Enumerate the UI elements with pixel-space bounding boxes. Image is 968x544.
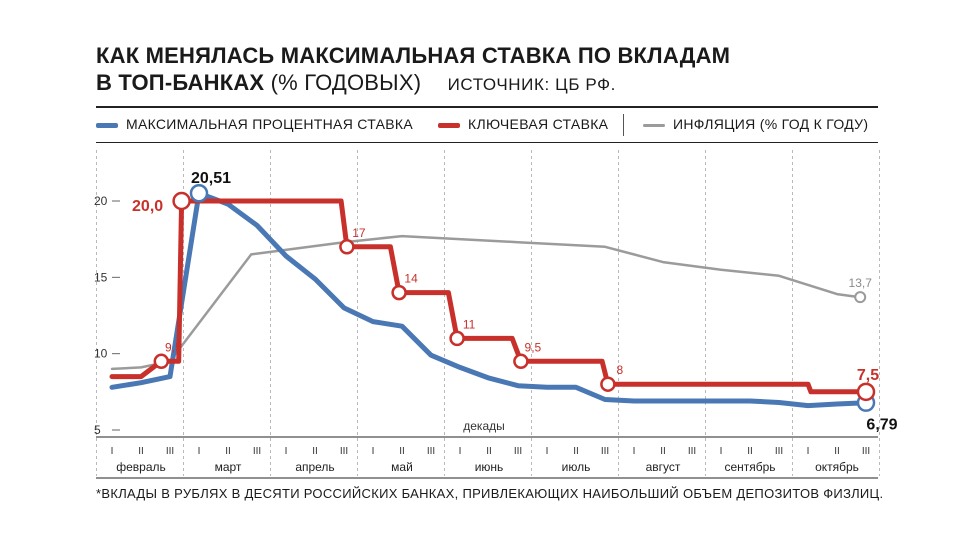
decade-label: I [285, 446, 288, 457]
y-tick-label: 20 [94, 194, 108, 208]
grid [96, 150, 880, 476]
month-label: сентябрь [724, 460, 775, 474]
month-label: июль [562, 460, 591, 474]
decade-label: I [459, 446, 462, 457]
key-rate-marker [172, 191, 191, 211]
decade-label: I [111, 446, 114, 457]
legend-rule [96, 142, 878, 143]
month-label: март [215, 460, 242, 474]
decade-label: I [720, 446, 723, 457]
decade-label: III [601, 446, 609, 457]
month-label: февраль [116, 460, 166, 474]
decade-label: III [166, 446, 174, 457]
decade-label: II [399, 446, 405, 457]
decade-label: I [198, 446, 201, 457]
top-rule [96, 106, 878, 108]
key-rate-marker-label: 11 [463, 317, 476, 331]
title-line-2-thin: (% ГОДОВЫХ) [270, 70, 422, 95]
key-rate-marker [600, 376, 616, 392]
month-label: апрель [295, 460, 334, 474]
decade-label: II [312, 446, 318, 457]
legend-label-inflation: ИНФЛЯЦИЯ (% ГОД К ГОДУ) [673, 116, 869, 132]
source-note: ИСТОЧНИК: ЦБ РФ. [447, 75, 617, 94]
deposit-rate-line [109, 190, 869, 409]
key-rate-marker [513, 353, 529, 370]
month-label: октябрь [815, 460, 859, 474]
legend-separator [623, 114, 624, 136]
series-lines [109, 190, 869, 409]
series-markers: 13,7 20,51 6,79 9,5 20,0 17 14 11 9,5 8 7,5 [132, 170, 898, 433]
month-label: август [646, 460, 681, 474]
chart-title: КАК МЕНЯЛАСЬ МАКСИМАЛЬНАЯ СТАВКА ПО ВКЛА… [96, 42, 730, 98]
legend-label-deposit-rate: МАКСИМАЛЬНАЯ ПРОЦЕНТНАЯ СТАВКА [126, 116, 413, 132]
key-rate-marker [856, 382, 876, 402]
y-tick-label: 10 [94, 347, 108, 361]
deposit-rate-marker-label: 20,51 [191, 170, 231, 187]
x-axis: I II III I II III I II III I II III I II III I II III I II I… [96, 436, 878, 479]
decade-label: II [225, 446, 231, 457]
key-rate-marker-label: 9,5 [525, 340, 542, 354]
key-rate-marker-label: 17 [352, 226, 366, 240]
footnote: *ВКЛАДЫ В РУБЛЯХ В ДЕСЯТИ РОССИЙСКИХ БАН… [96, 486, 884, 501]
decade-label: III [427, 446, 435, 457]
inflation-line [110, 234, 862, 371]
decade-label: II [834, 446, 840, 457]
legend-label-key-rate: КЛЮЧЕВАЯ СТАВКА [468, 116, 609, 132]
title-line-1: КАК МЕНЯЛАСЬ МАКСИМАЛЬНАЯ СТАВКА ПО ВКЛА… [96, 43, 731, 68]
x-axis-label: декады [463, 419, 505, 433]
key-rate-line [109, 198, 869, 395]
y-tick-label: 5 [94, 423, 101, 437]
inflation-marker-label: 13,7 [849, 276, 873, 290]
decade-label: II [747, 446, 753, 457]
decade-label: III [775, 446, 783, 457]
legend-swatch-inflation [643, 124, 665, 127]
key-rate-marker-label: 9,5 [165, 340, 182, 354]
y-tick-label: 15 [94, 270, 108, 284]
title-line-2: В ТОП-БАНКАХ (% ГОДОВЫХ) ИСТОЧНИК: ЦБ РФ… [96, 69, 730, 98]
key-rate-marker [449, 330, 465, 347]
key-rate-marker-label: 8 [617, 363, 624, 377]
legend-swatch-deposit-rate [96, 123, 118, 128]
decade-label: I [372, 446, 375, 457]
decade-label: III [514, 446, 522, 457]
key-rate-marker-label: 14 [404, 272, 418, 286]
legend: МАКСИМАЛЬНАЯ ПРОЦЕНТНАЯ СТАВКА КЛЮЧЕВАЯ … [96, 114, 880, 138]
deposit-rate-marker [189, 183, 209, 203]
key-rate-marker [339, 239, 355, 255]
decade-label: III [688, 446, 696, 457]
deposit-rate-marker-label: 6,79 [866, 417, 897, 434]
month-label: май [391, 460, 413, 474]
key-rate-marker [153, 353, 170, 370]
decade-label: III [340, 446, 348, 457]
key-rate-marker-label: 7,5 [857, 367, 879, 384]
decade-label: II [573, 446, 579, 457]
month-label: июнь [475, 460, 504, 474]
decade-label: II [138, 446, 144, 457]
decade-label: III [862, 446, 870, 457]
decade-label: II [660, 446, 666, 457]
decade-label: I [546, 446, 549, 457]
decade-label: II [486, 446, 492, 457]
y-axis: 5 10 15 20 [94, 194, 120, 437]
legend-swatch-key-rate [438, 123, 460, 128]
key-rate-marker [391, 284, 407, 301]
decade-label: III [253, 446, 261, 457]
key-rate-marker-label: 20,0 [132, 198, 163, 215]
inflation-marker [854, 291, 867, 304]
decade-label: I [633, 446, 636, 457]
title-line-2-bold: В ТОП-БАНКАХ [96, 70, 265, 95]
decade-label: I [807, 446, 810, 457]
